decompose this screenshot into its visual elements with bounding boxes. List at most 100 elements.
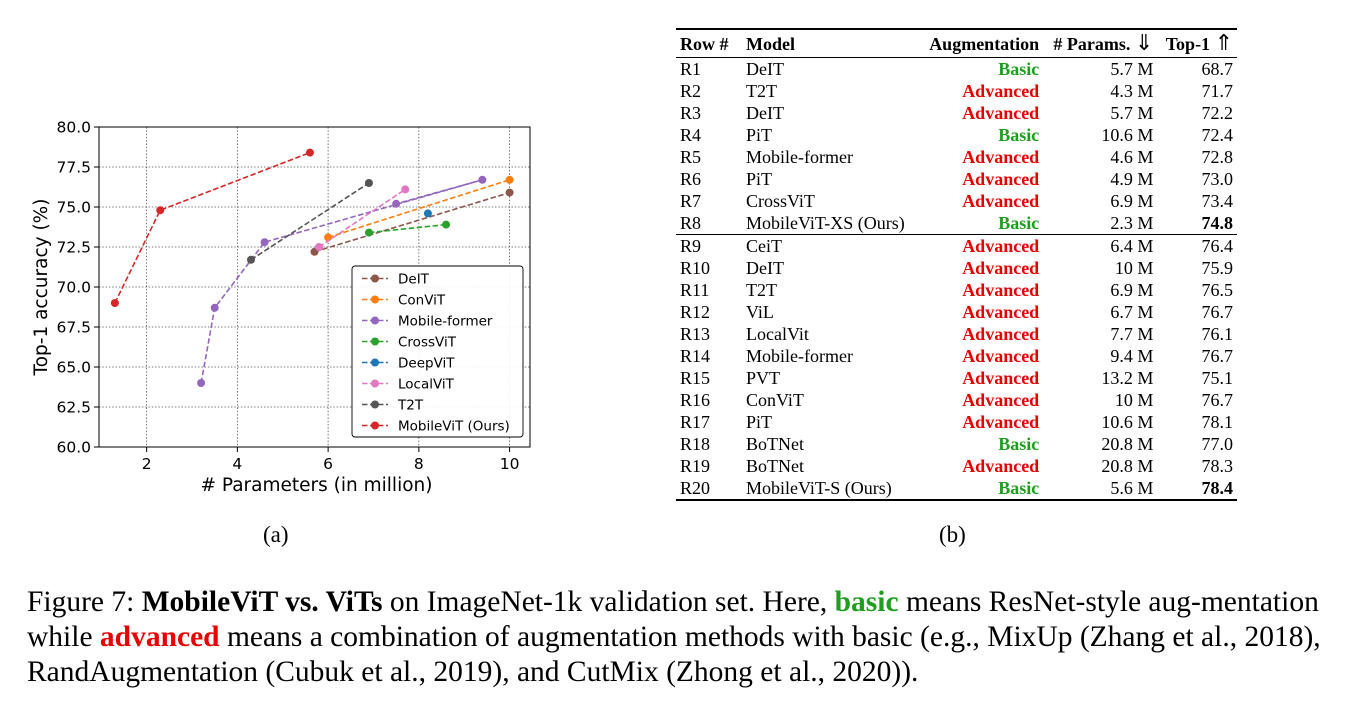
panel-a-label: (a) — [263, 522, 289, 547]
data-point — [364, 179, 373, 187]
legend-label: CrossViT — [398, 335, 457, 351]
x-tick-label: 6 — [323, 455, 333, 473]
caption-prefix: Figure 7: — [27, 586, 142, 618]
augmentation: Advanced — [962, 324, 1040, 344]
caption-part3: means a combination of augmentation meth… — [27, 621, 1321, 688]
data-point — [505, 175, 514, 184]
augmentation: Advanced — [962, 346, 1040, 366]
param-count: 4.9 M — [1110, 169, 1154, 189]
augmentation: Advanced — [962, 302, 1040, 322]
table-body: R1 DeIT Basic 5.7 M 68.7 R2 T2T Advanced 4.3 M 71… — [676, 58, 1237, 501]
top1-accuracy: 72.4 — [1201, 125, 1234, 145]
data-point — [505, 188, 514, 197]
legend-swatch-marker — [371, 358, 379, 367]
legend-label: MobileViT (Ours) — [398, 419, 510, 435]
data-point — [478, 175, 487, 184]
table-row: R9 CeiT Advanced 6.4 M 76.4 — [676, 234, 1237, 257]
model-name: Mobile-former — [746, 346, 853, 366]
data-point — [305, 148, 314, 157]
model-name: CeiT — [742, 234, 919, 257]
param-count: 6.9 M — [1110, 191, 1154, 211]
figure-caption: Figure 7: MobileViT vs. ViTs on ImageNet… — [27, 585, 1327, 690]
model-name: DeIT — [746, 258, 784, 278]
row-number: R14 — [680, 346, 711, 366]
param-count: 5.7 M — [1110, 103, 1154, 123]
top1-accuracy: 76.5 — [1201, 280, 1234, 300]
y-tick-label: 77.5 — [56, 159, 91, 177]
header-row-number: Row # — [680, 33, 729, 54]
top1-accuracy: 78.1 — [1201, 412, 1234, 432]
top1-accuracy: 76.7 — [1201, 390, 1234, 410]
data-point — [197, 379, 206, 387]
header-augmentation: Augmentation — [929, 33, 1040, 54]
y-tick-label: 75.0 — [56, 199, 91, 217]
y-tick-label: 72.5 — [56, 239, 91, 257]
model-name: ConViT — [746, 390, 804, 410]
sort-up-arrow-icon: ⇑ — [1214, 30, 1233, 55]
top1-accuracy: 76.1 — [1201, 324, 1234, 344]
legend-label: T2T — [397, 398, 424, 414]
comparison-table-wrapper: Row # Model Augmentation # Params. ⇓ Top… — [676, 28, 1237, 501]
table-row: R18 BoTNet Basic 20.8 M 77.0 — [676, 433, 1237, 455]
y-axis-label: Top-1 accuracy (%) — [31, 199, 52, 377]
augmentation: Advanced — [962, 456, 1040, 476]
legend-swatch-marker — [371, 421, 379, 430]
table-row: R6 PiT Advanced 4.9 M 73.0 — [676, 168, 1237, 190]
data-point — [392, 199, 401, 208]
data-point — [423, 209, 432, 218]
table-row: R11 T2T Advanced 6.9 M 76.5 — [676, 279, 1237, 301]
augmentation: Advanced — [962, 191, 1040, 211]
param-count: 20.8 M — [1101, 434, 1154, 454]
header-top1: Top-1 ⇑ — [1157, 29, 1237, 58]
caption-title: MobileViT vs. ViTs — [141, 586, 383, 618]
comparison-table: Row # Model Augmentation # Params. ⇓ Top… — [676, 28, 1237, 501]
header-params-label: # Params. — [1053, 34, 1131, 54]
x-tick-label: 8 — [414, 455, 424, 473]
top1-accuracy: 72.2 — [1201, 103, 1234, 123]
series-line — [114, 151, 311, 304]
y-tick-label: 65.0 — [56, 359, 91, 377]
x-tick-label: 2 — [142, 455, 152, 473]
table-row: R1 DeIT Basic 5.7 M 68.7 — [676, 58, 1237, 81]
row-number: R10 — [680, 258, 711, 278]
row-number: R20 — [676, 477, 742, 501]
table-row: R4 PiT Basic 10.6 M 72.4 — [676, 124, 1237, 146]
model-name: PiT — [746, 412, 773, 432]
param-count: 9.4 M — [1110, 346, 1154, 366]
data-point — [246, 255, 255, 264]
param-count: 5.7 M — [1110, 59, 1154, 79]
param-count: 10.6 M — [1101, 412, 1154, 432]
data-point — [260, 238, 269, 247]
data-point — [210, 303, 219, 312]
model-name: Mobile-former — [746, 147, 853, 167]
param-count: 4.3 M — [1110, 81, 1154, 101]
legend-label: DeepViT — [398, 356, 455, 372]
augmentation: Basic — [918, 477, 1044, 501]
row-number: R12 — [680, 302, 711, 322]
augmentation: Advanced — [962, 258, 1040, 278]
panel-b-label: (b) — [939, 522, 966, 547]
row-number: R1 — [680, 59, 702, 79]
row-number: R11 — [680, 280, 710, 300]
table-row: R7 CrossViT Advanced 6.9 M 73.4 — [676, 190, 1237, 212]
table-row: R14 Mobile-former Advanced 9.4 M 76.7 — [676, 345, 1237, 367]
param-count: 10 M — [1114, 390, 1154, 410]
param-count: 13.2 M — [1101, 368, 1154, 388]
top1-accuracy: 75.9 — [1201, 258, 1234, 278]
top1-accuracy: 76.7 — [1201, 302, 1234, 322]
table-row: R20 MobileViT-S (Ours) Basic 5.6 M 78.4 — [676, 477, 1237, 501]
top1-accuracy: 72.8 — [1201, 147, 1234, 167]
param-count: 6.7 M — [1110, 302, 1154, 322]
row-number: R6 — [680, 169, 702, 189]
model-name: CrossViT — [746, 191, 815, 211]
series-line — [250, 182, 370, 261]
table-row: R13 LocalVit Advanced 7.7 M 76.1 — [676, 323, 1237, 345]
series-line — [318, 188, 406, 248]
model-name: MobileViT-S (Ours) — [742, 477, 919, 501]
legend-label: Mobile-former — [398, 314, 493, 330]
param-count: 20.8 M — [1101, 456, 1154, 476]
row-number: R7 — [680, 191, 702, 211]
row-number: R15 — [680, 368, 711, 388]
model-name: DeIT — [746, 103, 784, 123]
model-name: ViL — [746, 302, 774, 322]
